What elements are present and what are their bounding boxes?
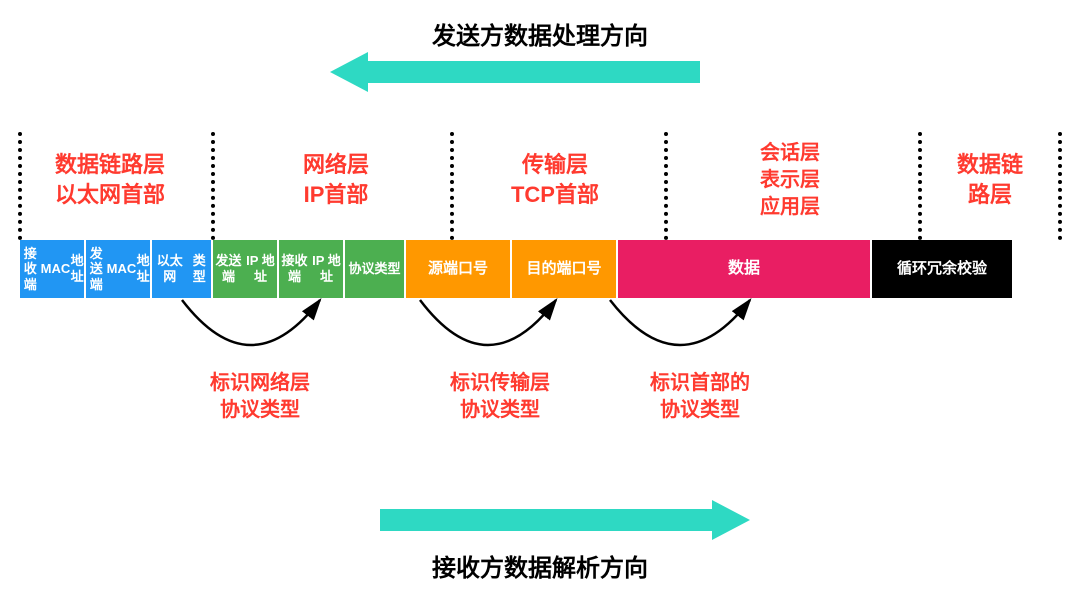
identifier-arcs xyxy=(0,0,1080,600)
arc-label-0: 标识网络层协议类型 xyxy=(160,370,360,424)
arc-label-2: 标识首部的协议类型 xyxy=(600,370,800,424)
arc-label-1: 标识传输层协议类型 xyxy=(400,370,600,424)
arc-2 xyxy=(610,300,750,345)
arc-1 xyxy=(420,300,556,345)
arc-0 xyxy=(182,300,320,345)
